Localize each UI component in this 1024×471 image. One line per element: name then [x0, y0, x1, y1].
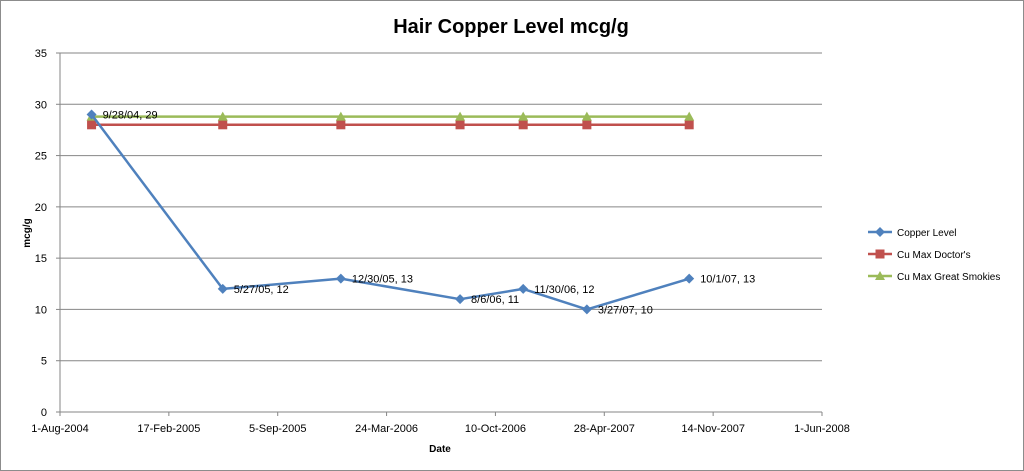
data-point — [336, 120, 346, 130]
y-tick-label: 0 — [41, 407, 47, 419]
data-point — [518, 120, 528, 130]
legend: Copper Level Cu Max Doctor's Cu Max Great … — [868, 227, 1000, 283]
data-point — [684, 111, 695, 121]
data-point — [581, 304, 592, 315]
data-label: 11/30/06, 12 — [534, 284, 594, 296]
data-point — [218, 120, 228, 130]
x-tick-label: 1-Jun-2008 — [794, 423, 850, 435]
x-tick-label: 10-Oct-2006 — [465, 423, 526, 435]
y-tick-label: 35 — [35, 48, 47, 60]
data-labels: 9/28/04, 29 5/27/05, 12 12/30/05, 13 8/6/06… — [103, 110, 756, 317]
data-point — [217, 283, 228, 294]
data-point — [875, 271, 885, 280]
series-layer — [86, 109, 695, 315]
data-point — [581, 111, 592, 121]
x-tick-label: 14-Nov-2007 — [681, 423, 745, 435]
data-point — [335, 273, 346, 284]
y-tick-label: 25 — [35, 151, 47, 163]
y-axis-title: mcg/g — [22, 218, 33, 247]
y-tick-label: 15 — [35, 253, 47, 265]
data-point — [455, 294, 466, 305]
data-label: 9/28/04, 29 — [103, 110, 158, 122]
series-copper-level — [86, 109, 695, 315]
x-tick-label: 5-Sep-2005 — [249, 423, 307, 435]
series-cu-max-great-smokies — [86, 111, 695, 121]
legend-label: Cu Max Doctor's — [897, 250, 971, 261]
data-label: 12/30/05, 13 — [352, 274, 413, 286]
legend-item: Cu Max Great Smokies — [868, 271, 1000, 283]
data-point — [335, 111, 346, 121]
y-tick-label: 30 — [35, 99, 47, 111]
data-label: 10/1/07, 13 — [700, 274, 755, 286]
x-tick-label: 28-Apr-2007 — [574, 423, 635, 435]
data-point — [684, 273, 695, 284]
legend-item: Copper Level — [868, 227, 956, 239]
data-point — [87, 120, 97, 130]
y-axis-ticks: 0 5 10 15 20 25 30 35 — [35, 48, 60, 419]
x-axis-ticks: 1-Aug-2004 17-Feb-2005 5-Sep-2005 24-Mar-20… — [31, 412, 850, 435]
data-label: 3/27/07, 10 — [598, 304, 653, 316]
data-point — [875, 227, 885, 237]
data-point — [455, 120, 465, 130]
data-point — [86, 109, 97, 120]
legend-label: Copper Level — [897, 228, 956, 239]
data-point — [518, 283, 529, 294]
x-axis-title: Date — [429, 444, 451, 455]
x-tick-label: 1-Aug-2004 — [31, 423, 89, 435]
series-cu-max-doctor-s — [87, 120, 694, 130]
data-point — [217, 111, 228, 121]
data-point — [875, 249, 885, 259]
chart-title: Hair Copper Level mcg/g — [393, 16, 629, 38]
gridlines — [60, 52, 822, 362]
axes — [59, 53, 822, 413]
x-tick-label: 17-Feb-2005 — [137, 423, 200, 435]
data-label: 8/6/06, 11 — [471, 294, 519, 306]
y-tick-label: 5 — [41, 356, 47, 368]
x-tick-label: 24-Mar-2006 — [355, 423, 418, 435]
y-tick-label: 10 — [35, 304, 47, 316]
data-point — [518, 111, 529, 121]
data-label: 5/27/05, 12 — [234, 284, 289, 296]
data-point — [684, 120, 694, 130]
y-tick-label: 20 — [35, 202, 47, 214]
data-point — [582, 120, 592, 130]
data-point — [455, 111, 466, 121]
legend-item: Cu Max Doctor's — [868, 249, 971, 261]
legend-label: Cu Max Great Smokies — [897, 272, 1000, 283]
